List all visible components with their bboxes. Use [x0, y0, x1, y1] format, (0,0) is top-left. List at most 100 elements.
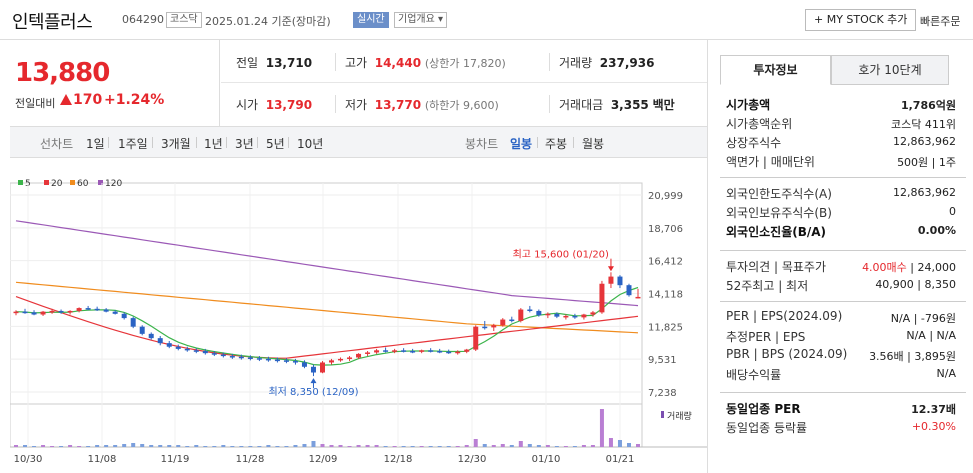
info-value: 0.00% [917, 224, 956, 237]
info-value: 500원 | 1주 [897, 156, 956, 169]
volume-bar [491, 445, 496, 447]
quick-order-link[interactable]: 빠른주문 [920, 15, 961, 28]
candle-body [76, 308, 82, 311]
volume-bar [176, 445, 181, 447]
add-my-stock-button[interactable]: + MY STOCK 추가 [805, 9, 917, 31]
open-label: 시가 [236, 98, 259, 112]
tab-orderbook-10[interactable]: 호가 10단계 [831, 55, 949, 85]
volume-bar [626, 443, 631, 447]
volume-bar [302, 444, 307, 447]
candle-chart-label[interactable]: 봉차트 [465, 137, 499, 151]
divider [335, 95, 336, 113]
period-3m[interactable]: 3개월 [161, 137, 191, 151]
volume-bar [140, 444, 145, 447]
candle-body [265, 358, 271, 361]
divider [108, 137, 109, 148]
divider [257, 137, 258, 148]
period-3y[interactable]: 3년 [235, 137, 254, 151]
volume-bar [212, 446, 217, 447]
candle-body [184, 348, 190, 351]
high-price: 고가 14,440 (상한가 17,820) [345, 54, 506, 71]
candle-body [220, 354, 226, 357]
candle-body [608, 276, 614, 284]
opinion-value: 4.00매수 [862, 261, 907, 274]
divider [288, 137, 289, 148]
volume-bar [14, 445, 18, 447]
change-label: 전일대비 [15, 97, 56, 110]
candle-body [554, 313, 560, 317]
legend-swatch [70, 180, 75, 185]
candle-body [500, 319, 506, 326]
y-tick-label: 7,238 [648, 388, 677, 399]
trade-amount: 거래대금 3,355 백만 [559, 96, 675, 113]
volume-bar [482, 444, 487, 447]
volume-bar [95, 445, 100, 447]
volume-bar [158, 445, 163, 447]
volume-bar [464, 445, 469, 447]
tab-investment-info[interactable]: 투자정보 [720, 55, 831, 85]
volume-bar [509, 445, 514, 447]
volume-bar [617, 440, 622, 447]
period-5y[interactable]: 5년 [266, 137, 285, 151]
divider [573, 137, 574, 148]
info-label: PER | EPS(2024.09) [726, 309, 843, 323]
volume-bar [113, 445, 118, 447]
y-tick-label: 11,825 [648, 322, 683, 333]
candle-body [247, 357, 253, 359]
candle-body [130, 318, 136, 327]
candle-body [356, 353, 362, 358]
volume-bar [41, 445, 46, 447]
target-price: | 24,000 [906, 261, 956, 274]
volume-bar [221, 445, 226, 447]
volume-bar [536, 445, 541, 447]
high-value: 14,440 [374, 56, 422, 70]
candle-body [491, 325, 497, 328]
price-chart[interactable]: 5206012020,99918,70616,41214,11811,8259,… [9, 158, 707, 473]
period-1w[interactable]: 1주일 [118, 137, 148, 151]
candle-daily[interactable]: 일봉 [510, 137, 533, 151]
period-1d[interactable]: 1일 [86, 137, 105, 151]
candle-body [509, 319, 515, 322]
low-label: 저가 [345, 98, 368, 112]
volume-bar [77, 446, 82, 447]
divider [226, 137, 227, 148]
line-chart-label[interactable]: 선차트 [40, 137, 74, 151]
candle-body [202, 351, 208, 354]
x-tick-label: 11/08 [88, 454, 117, 465]
candle-weekly[interactable]: 주봉 [545, 137, 568, 151]
volume-bar [599, 409, 604, 447]
candle-body [374, 350, 380, 353]
volume-bar [437, 446, 442, 447]
company-overview-dropdown[interactable]: 기업개요 ▾ [394, 12, 447, 28]
realtime-button[interactable]: 실시간 [353, 12, 389, 28]
row-divider [221, 82, 707, 83]
volume-bar [365, 445, 370, 447]
quote-grid: 전일 13,710 고가 14,440 (상한가 17,820) 거래량 237… [221, 40, 707, 126]
stock-name: 인텍플러스 [12, 12, 93, 33]
volume-bar [185, 446, 190, 447]
candle-body [40, 311, 46, 315]
candle-body [518, 309, 524, 321]
candle-body [617, 276, 623, 286]
candle-body [455, 351, 461, 354]
volume-bar [122, 444, 127, 447]
volume-bar [374, 445, 379, 447]
volume-bar [410, 446, 415, 447]
candle-monthly[interactable]: 월봉 [582, 137, 605, 151]
candle-body [563, 315, 569, 318]
volume-bar [167, 445, 172, 447]
quote-date: 2025.01.24 기준(장마감) [205, 15, 331, 28]
volume-bar [194, 445, 199, 447]
high-label: 고가 [345, 56, 368, 70]
candle-body [437, 351, 443, 353]
volume-label: 거래량 [667, 410, 692, 422]
info-label: 시가총액순위 [726, 117, 793, 131]
candle-body [256, 358, 262, 360]
period-1y[interactable]: 1년 [204, 137, 223, 151]
volume-bar [329, 445, 334, 447]
x-tick-label: 01/10 [532, 454, 561, 465]
period-10y[interactable]: 10년 [297, 137, 324, 151]
candle-body [635, 296, 641, 299]
candle-body [121, 313, 127, 319]
volume-bar [581, 445, 586, 447]
